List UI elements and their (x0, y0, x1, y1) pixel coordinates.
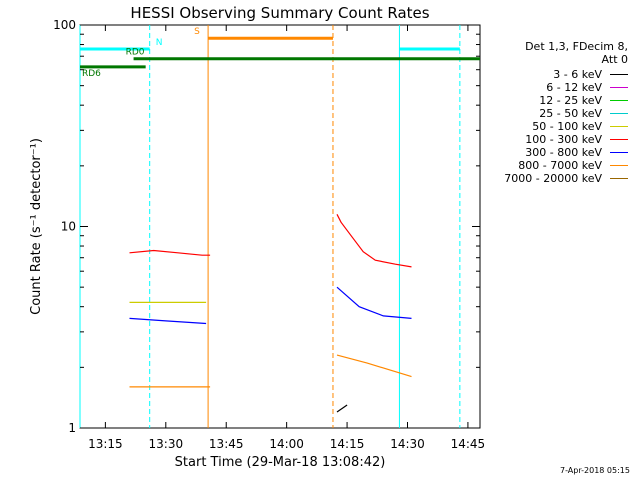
legend-swatch (610, 112, 628, 114)
legend-label: 7000 - 20000 keV (504, 171, 602, 185)
legend-item: 100 - 300 keV (525, 132, 628, 146)
series-5-segment-1 (336, 214, 412, 268)
series-6-segment-1 (336, 286, 412, 319)
legend-item: 800 - 7000 keV (518, 158, 628, 172)
series-6-segment-0 (129, 317, 207, 325)
legend-label: 800 - 7000 keV (518, 158, 602, 172)
x-tick-label-2: 13:45 (209, 437, 244, 451)
series-7-segment-1 (336, 354, 412, 378)
legend-item: 12 - 25 keV (539, 93, 628, 107)
x-tick-label-0: 13:15 (88, 437, 123, 451)
legend-swatch (610, 99, 628, 101)
y-tick-label-1: 10 (61, 220, 76, 234)
footer-date: 7-Apr-2018 05:15 (560, 466, 630, 475)
series-0-segment-0 (336, 404, 348, 413)
legend-swatch (610, 125, 628, 127)
legend-label: 3 - 6 keV (553, 67, 602, 81)
state-label-n: N (156, 38, 163, 48)
legend-swatch (610, 177, 628, 179)
legend-label: 100 - 300 keV (525, 132, 602, 146)
x-tick-label-1: 13:30 (149, 437, 184, 451)
x-axis-label: Start Time (29-Mar-18 13:08:42) (175, 455, 386, 470)
legend-label: 50 - 100 keV (532, 119, 602, 133)
x-tick-label-6: 14:45 (451, 437, 486, 451)
chart-title: HESSI Observing Summary Count Rates (130, 4, 429, 22)
state-label-rd0: RD0 (126, 48, 145, 58)
legend-item: 3 - 6 keV (553, 67, 628, 81)
y-tick-label-0: 1 (68, 421, 76, 435)
legend-label: 12 - 25 keV (539, 93, 602, 107)
x-tick-label-5: 14:30 (390, 437, 425, 451)
series-5-segment-0 (129, 249, 211, 256)
legend-swatch (610, 164, 628, 166)
legend-label: 300 - 800 keV (525, 145, 602, 159)
plot-frame (79, 24, 481, 429)
legend-swatch (610, 86, 628, 88)
legend-label: 25 - 50 keV (539, 106, 602, 120)
state-label-s: S (194, 27, 200, 37)
legend-item: 6 - 12 keV (546, 80, 628, 94)
legend-swatch (610, 151, 628, 153)
x-tick-label-4: 14:15 (330, 437, 365, 451)
x-tick-label-3: 14:00 (269, 437, 304, 451)
legend-header-line-2: Att 0 (601, 53, 628, 66)
legend-swatch (610, 138, 628, 140)
state-label-rd6: RD6 (82, 69, 101, 79)
legend-item: 300 - 800 keV (525, 145, 628, 159)
legend-swatch (610, 73, 628, 75)
legend-item: 7000 - 20000 keV (504, 171, 628, 185)
y-axis-label: Count Rate (s⁻¹ detector⁻¹) (29, 138, 44, 315)
legend-item: 50 - 100 keV (532, 119, 628, 133)
legend-header-line-1: Det 1,3, FDecim 8, (525, 40, 628, 53)
legend-item: 25 - 50 keV (539, 106, 628, 120)
y-tick-label-2: 100 (53, 18, 76, 32)
legend-label: 6 - 12 keV (546, 80, 602, 94)
